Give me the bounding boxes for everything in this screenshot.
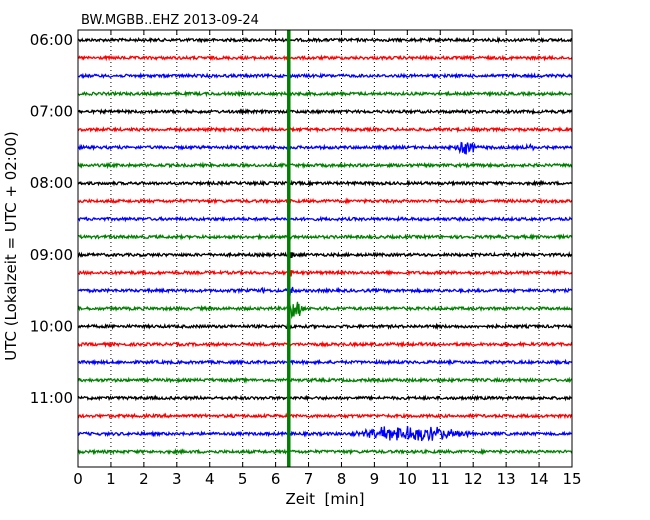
x-tick-label: 3 (172, 470, 182, 488)
x-tick-label: 12 (464, 470, 483, 488)
seismogram-trace (77, 301, 573, 320)
y-axis-ticks: 06:00 07:00 08:00 09:00 10:00 11:00 (30, 31, 572, 407)
x-tick-label: 2 (139, 470, 149, 488)
seismogram-trace (77, 89, 573, 98)
x-axis-label: Zeit [min] (285, 490, 364, 508)
seismogram-trace (77, 197, 573, 205)
seismogram-trace (77, 54, 573, 62)
x-tick-label: 14 (530, 470, 549, 488)
plot-frame (77, 29, 573, 468)
y-tick-label: 08:00 (30, 174, 73, 192)
seismogram-trace (77, 358, 573, 367)
seismogram-trace (77, 412, 573, 420)
x-tick-label: 1 (106, 470, 116, 488)
seismogram-trace (77, 161, 573, 170)
seismogram-trace (77, 72, 573, 80)
seismogram-trace (77, 141, 573, 155)
x-tick-label: 0 (73, 470, 83, 488)
seismogram-trace (77, 250, 573, 259)
x-tick-label: 10 (398, 470, 417, 488)
x-tick-label: 9 (370, 470, 380, 488)
x-tick-label: 5 (238, 470, 248, 488)
seismogram-trace (77, 376, 572, 384)
seismogram-trace (77, 340, 573, 348)
seismogram-trace (77, 394, 573, 402)
grid-lines (110, 30, 540, 467)
seismogram-trace (77, 215, 573, 223)
x-tick-label: 7 (304, 470, 314, 488)
y-tick-label: 10:00 (30, 317, 73, 335)
seismogram-trace (77, 233, 573, 243)
seismogram-trace (77, 425, 573, 442)
seismogram-trace (77, 286, 573, 298)
x-tick-label: 6 (271, 470, 281, 488)
x-axis-ticks: 0 1 2 3 4 5 6 7 8 9 10 11 12 13 14 15 (73, 30, 582, 488)
seismogram-trace (77, 447, 573, 456)
seismogram-trace (77, 322, 573, 331)
seismogram-trace (77, 107, 573, 116)
seismogram-trace (77, 36, 572, 44)
x-tick-label: 15 (562, 470, 581, 488)
seismogram-trace (77, 268, 573, 277)
y-axis-label: UTC (Lokalzeit = UTC + 02:00) (2, 131, 20, 361)
seismogram-trace (77, 125, 573, 134)
y-tick-label: 06:00 (30, 31, 73, 49)
x-tick-label: 13 (497, 470, 516, 488)
y-tick-label: 11:00 (30, 389, 73, 407)
x-tick-label: 11 (431, 470, 450, 488)
y-tick-label: 07:00 (30, 103, 73, 121)
seismogram-traces (77, 36, 573, 456)
y-tick-label: 09:00 (30, 246, 73, 264)
x-tick-label: 8 (337, 470, 347, 488)
seismogram-trace (77, 179, 573, 187)
chart-title: BW.MGBB..EHZ 2013-09-24 (81, 13, 259, 28)
x-tick-label: 4 (205, 470, 215, 488)
